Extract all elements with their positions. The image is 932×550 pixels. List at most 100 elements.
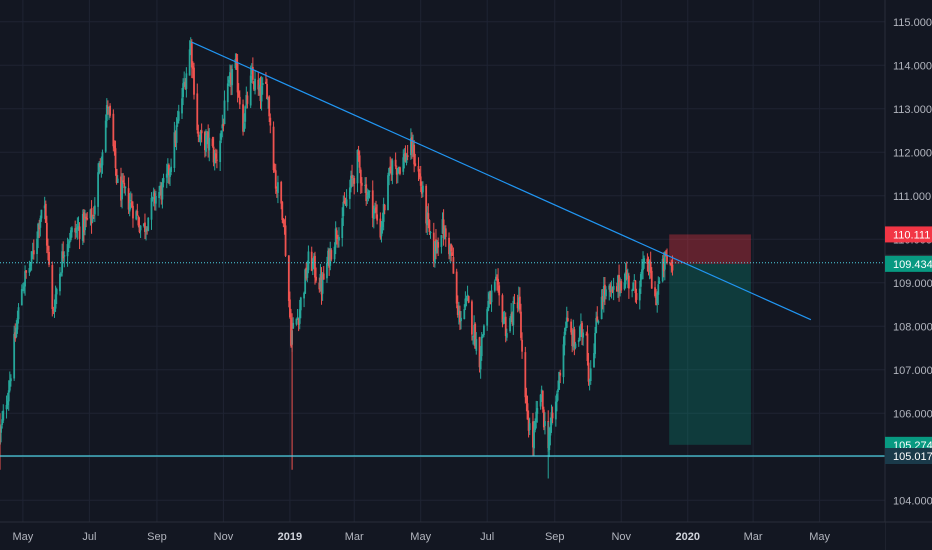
entry-badge-text: 109.434	[893, 259, 932, 271]
stop-loss-zone[interactable]	[669, 234, 751, 264]
candle-body	[266, 83, 268, 99]
price-tick-label: 108.000	[893, 321, 932, 333]
candle-body	[371, 190, 374, 218]
candle-body	[643, 258, 646, 264]
candle-body	[230, 72, 232, 85]
candle-body	[452, 257, 455, 274]
price-tick-label: 106.000	[893, 408, 932, 420]
drawing-lines[interactable]	[0, 41, 885, 457]
entry-badge	[885, 255, 932, 272]
candle-body	[556, 393, 558, 402]
candle-body	[20, 289, 23, 306]
candle-body	[175, 125, 178, 143]
candle-body	[641, 269, 643, 274]
candle-body	[463, 309, 466, 320]
take-profit-zone[interactable]	[669, 263, 751, 445]
short-position-tool[interactable]	[669, 234, 751, 445]
candle-body	[206, 133, 208, 135]
candle-body	[542, 409, 545, 428]
candle-body	[130, 201, 133, 208]
candle-body	[116, 178, 119, 183]
time-axis: May Jul Sep Nov 2019 Mar May Jul Sep Nov 2020 Mar Ma…	[12, 531, 830, 543]
candle-body	[585, 334, 588, 336]
candle-body	[528, 423, 531, 430]
candle-body	[15, 327, 18, 337]
candle-body	[281, 201, 284, 220]
time-tick-label: 2020	[675, 531, 699, 543]
candle-body	[381, 221, 384, 227]
candle-body	[112, 113, 115, 147]
candle-body	[419, 176, 422, 186]
candle-body	[89, 209, 92, 219]
candle-body	[474, 323, 477, 349]
candle-body	[648, 260, 651, 272]
candle-body	[304, 269, 307, 294]
candle-body	[161, 182, 164, 200]
candle-body	[314, 255, 316, 278]
candle-body	[231, 69, 234, 86]
candle-body	[24, 271, 26, 287]
candle-body	[273, 169, 276, 171]
candle-body	[328, 249, 331, 268]
candle-body	[627, 275, 630, 289]
candle-body	[571, 331, 574, 347]
candle-body	[253, 81, 255, 90]
candle-body	[170, 166, 173, 172]
candle-body	[524, 352, 527, 398]
candle-body	[54, 294, 57, 309]
candle-body	[368, 190, 371, 192]
candle-body	[478, 337, 481, 368]
candle-body	[260, 86, 263, 102]
stop-loss-badge	[885, 226, 932, 243]
candle-body	[292, 322, 295, 329]
candle-body	[497, 278, 499, 285]
candle-body	[448, 237, 450, 255]
time-tick-label: Sep	[545, 531, 565, 543]
candle-body	[249, 75, 252, 106]
candle-body	[330, 250, 333, 260]
time-axis-panel[interactable]	[0, 522, 885, 550]
candle-body	[139, 225, 142, 231]
candle-body	[444, 228, 447, 237]
candle-body	[204, 131, 206, 151]
candle-body	[656, 292, 659, 304]
candle-body	[511, 312, 514, 324]
candle-body	[520, 311, 522, 338]
candle-body	[40, 209, 43, 219]
candle-body	[91, 216, 94, 222]
candle-body	[654, 287, 656, 296]
candle-body	[487, 300, 490, 311]
candle-body	[16, 318, 19, 330]
candle-body	[490, 290, 493, 303]
candle-body	[98, 162, 101, 174]
candle-body	[153, 193, 156, 204]
candle-body	[295, 318, 298, 325]
candle-body	[510, 313, 513, 319]
candle-body	[412, 143, 414, 153]
candle-body	[639, 274, 642, 287]
candle-body	[120, 176, 122, 201]
candle-body	[86, 218, 89, 220]
price-tick-label: 111.000	[893, 191, 931, 203]
candle-body	[662, 258, 665, 272]
candle-body	[479, 356, 482, 370]
candle-body	[169, 169, 171, 177]
candle-body	[489, 292, 492, 305]
candle-body	[165, 173, 168, 178]
candle-body	[154, 196, 157, 204]
candle-body	[398, 166, 400, 169]
candle-body	[113, 145, 116, 149]
candle-body	[661, 258, 664, 282]
candle-body	[428, 220, 431, 232]
candle-body	[205, 135, 207, 152]
candle-body	[483, 325, 485, 336]
candle-body	[383, 205, 386, 211]
candle-body	[471, 301, 473, 335]
candle-body	[215, 159, 218, 161]
time-tick-label: May	[12, 531, 33, 543]
candle-body	[13, 333, 16, 379]
candle-body	[105, 105, 108, 121]
trend-line[interactable]	[191, 41, 812, 321]
